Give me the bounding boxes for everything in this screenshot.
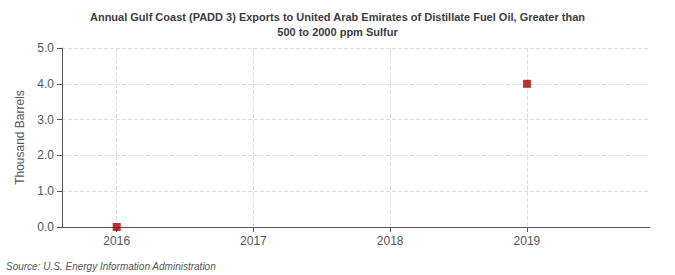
svg-text:Thousand Barrels: Thousand Barrels	[13, 90, 27, 185]
svg-text:2018: 2018	[377, 234, 404, 248]
svg-text:Source: U.S. Energy Informatio: Source: U.S. Energy Information Administ…	[6, 261, 216, 272]
svg-text:Annual Gulf Coast (PADD 3) Exp: Annual Gulf Coast (PADD 3) Exports to Un…	[90, 11, 585, 23]
svg-text:0.0: 0.0	[37, 220, 54, 234]
svg-text:5.0: 5.0	[37, 41, 54, 55]
svg-text:4.0: 4.0	[37, 77, 54, 91]
svg-text:2019: 2019	[514, 234, 541, 248]
svg-text:2017: 2017	[240, 234, 267, 248]
svg-text:1.0: 1.0	[37, 184, 54, 198]
svg-text:500 to 2000 ppm Sulfur: 500 to 2000 ppm Sulfur	[277, 26, 398, 38]
svg-text:2016: 2016	[103, 234, 130, 248]
svg-text:3.0: 3.0	[37, 113, 54, 127]
svg-text:2.0: 2.0	[37, 148, 54, 162]
